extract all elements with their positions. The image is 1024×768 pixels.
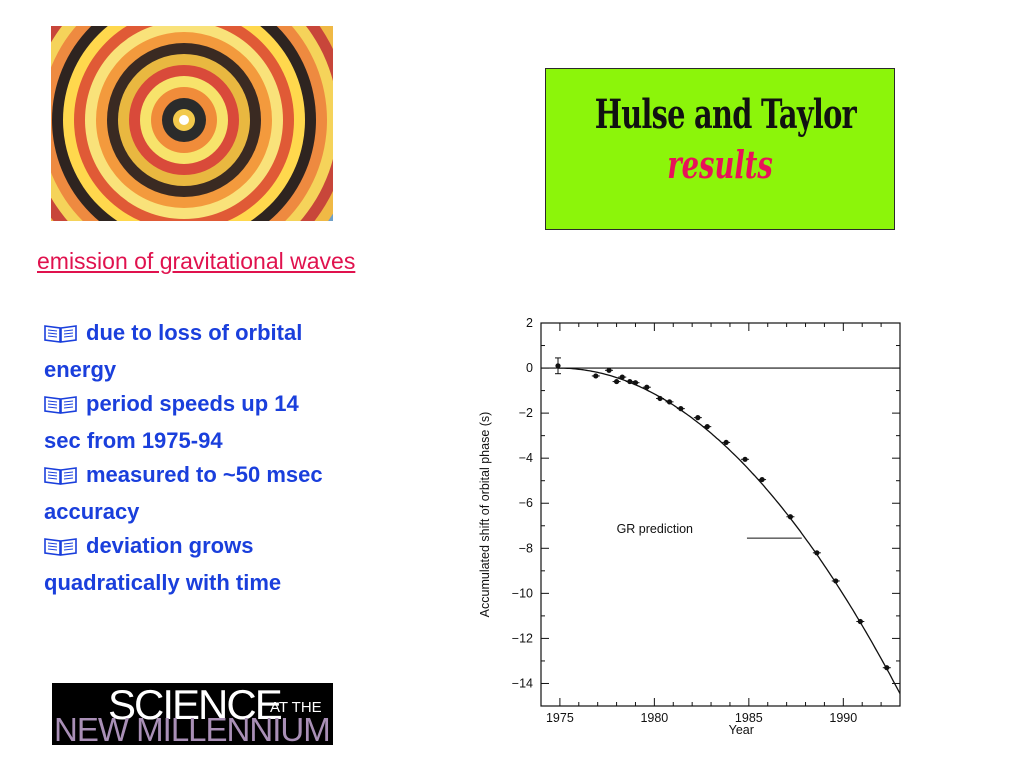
slide-title: Hulse and Taylor (594, 91, 857, 138)
data-point (742, 456, 748, 462)
data-point (644, 384, 650, 390)
rings-image (51, 26, 333, 221)
logo-science-text: SCIENCE (108, 683, 283, 728)
bullet-list: due to loss of orbital energy period spe… (44, 316, 414, 600)
bullet-line: measured to ~50 msec (44, 458, 414, 495)
bullet-text: sec from 1975-94 (44, 428, 223, 453)
y-tick-label: −12 (512, 631, 533, 645)
bullet-line: due to loss of orbital (44, 316, 414, 353)
data-point (814, 550, 820, 556)
y-tick-label: −8 (519, 541, 533, 555)
data-point (666, 399, 673, 405)
data-point (657, 395, 663, 402)
bullet-text: accuracy (44, 499, 140, 524)
data-point (606, 367, 612, 373)
data-point (884, 665, 890, 671)
bullet-text: quadratically with time (44, 570, 282, 595)
bullet-text: energy (44, 357, 117, 382)
y-tick-label: −14 (512, 676, 533, 690)
plot-frame (540, 322, 901, 707)
bullet-text: period speeds up 14 (86, 391, 299, 416)
bullet-item: measured to ~50 msec accuracy (44, 458, 414, 529)
data-point (723, 439, 729, 446)
x-axis-label: Year (729, 723, 754, 737)
bullet-item: period speeds up 14 sec from 1975-94 (44, 387, 414, 458)
y-tick-label: 2 (526, 316, 533, 330)
chart-svg: 1975 1980 1985 1990 2 0 −2 −4 −6 −8 −10 −12 −14 GR p… (478, 316, 901, 737)
bullet-item: due to loss of orbital energy (44, 316, 414, 387)
y-tick-label: 0 (526, 361, 533, 375)
open-book-icon (44, 461, 78, 495)
y-tick-label: −10 (512, 586, 533, 600)
x-tick-label: 1985 (735, 711, 763, 725)
concentric-rings-painting (51, 26, 333, 221)
data-point (678, 406, 684, 412)
data-point (759, 476, 765, 483)
logo-millennium-text: NEW MILLENNIUM (54, 711, 331, 745)
open-book-icon (44, 319, 78, 353)
slide-subtitle: results (667, 142, 773, 187)
y-tick-label: −6 (519, 496, 533, 510)
bullet-line: deviation grows (44, 529, 414, 566)
data-point (619, 374, 625, 380)
data-point (857, 618, 863, 625)
bullet-text: measured to ~50 msec (86, 462, 323, 487)
title-box: Hulse and Taylor results (545, 68, 895, 230)
x-tick-label: 1975 (546, 711, 574, 725)
science-millennium-logo: SCIENCE AT THE NEW MILLENNIUM (52, 683, 333, 745)
bullet-line: period speeds up 14 (44, 387, 414, 424)
bullet-text: due to loss of orbital (86, 320, 303, 345)
data-point (704, 424, 710, 430)
section-heading: emission of gravitational waves (37, 248, 356, 274)
open-book-icon (44, 532, 78, 566)
y-tick-label: −4 (519, 451, 533, 465)
data-point (627, 378, 633, 385)
data-point (613, 378, 620, 385)
bullet-text: deviation grows (86, 533, 254, 558)
data-point (833, 578, 839, 584)
ring-center (179, 115, 189, 125)
y-axis-label: Accumulated shift of orbital phase (s) (478, 412, 492, 618)
data-point (555, 363, 561, 369)
data-point (593, 373, 599, 379)
x-tick-label: 1980 (640, 711, 668, 725)
open-book-icon (44, 390, 78, 424)
data-point (695, 415, 701, 421)
y-tick-label: −2 (519, 406, 533, 420)
gr-prediction-curve (558, 367, 901, 694)
x-tick-label: 1990 (829, 711, 857, 725)
logo-at-the-text: AT THE (270, 699, 322, 716)
gr-prediction-annotation: GR prediction (617, 522, 693, 536)
orbital-phase-chart: 1975 1980 1985 1990 2 0 −2 −4 −6 −8 −10 −12 −14 GR p… (462, 300, 912, 740)
bullet-item: deviation grows quadratically with time (44, 529, 414, 600)
data-point (787, 514, 794, 520)
data-point (632, 380, 639, 386)
